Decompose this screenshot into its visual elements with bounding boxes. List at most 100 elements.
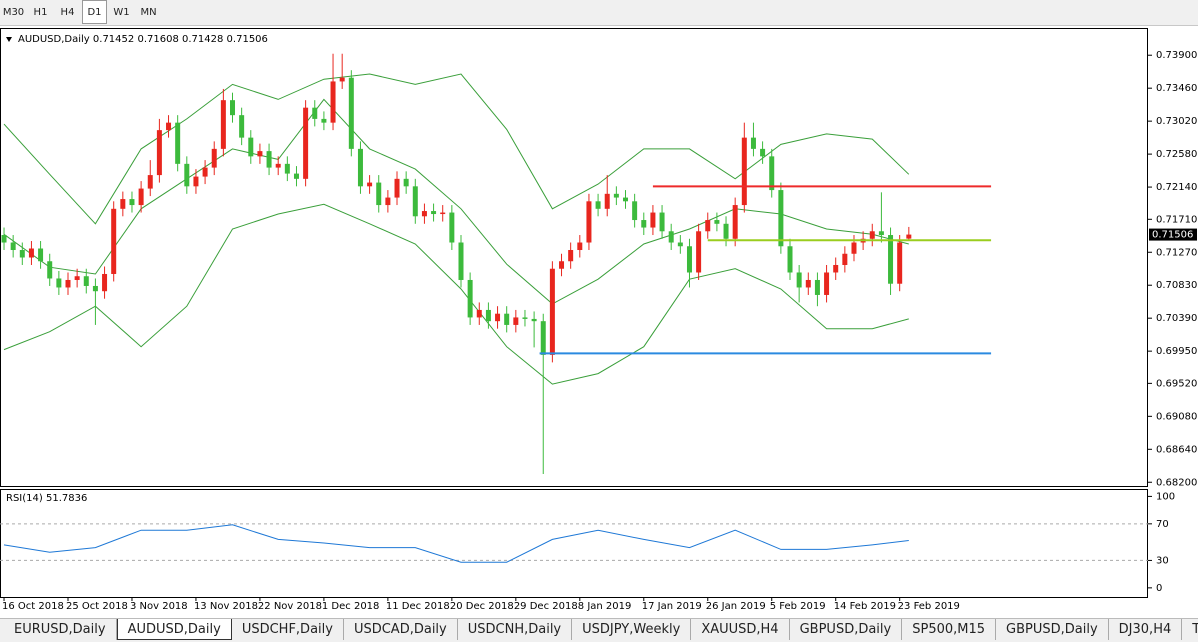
rsi-panel — [0, 489, 1148, 598]
x-tick-label: 1 Dec 2018 — [322, 601, 380, 612]
y-tick-label: 0.68640 — [1156, 444, 1197, 455]
y-tick-label: 0.72140 — [1156, 182, 1197, 193]
candle-body — [814, 279, 820, 295]
chart-tab[interactable]: GBPUSD,Daily — [996, 619, 1109, 640]
candle-body — [385, 197, 391, 206]
x-tick-label: 25 Oct 2018 — [66, 601, 128, 612]
candle-body — [348, 77, 354, 149]
candle-body — [449, 212, 455, 243]
candle-body — [888, 235, 894, 284]
candle-body — [111, 208, 117, 274]
candle-body — [248, 137, 254, 157]
candle-body — [376, 182, 382, 206]
timeframe-button[interactable]: D1 — [82, 0, 107, 24]
candle-body — [138, 188, 144, 206]
chart-tab[interactable]: USDCAD,Daily — [344, 619, 458, 640]
candle-body — [787, 246, 793, 273]
y-tick-label: 0.69080 — [1156, 411, 1197, 422]
rsi-tick-label: 70 — [1156, 519, 1169, 530]
candle-body — [321, 118, 327, 123]
candle-body — [531, 318, 537, 322]
candle-body — [824, 272, 830, 295]
candle-body — [440, 212, 446, 215]
candle-body — [129, 199, 135, 206]
timeframe-button[interactable]: H4 — [60, 6, 75, 18]
chart-tab[interactable]: GBPUSD,Daily — [790, 619, 903, 640]
x-tick-label: 11 Dec 2018 — [386, 601, 450, 612]
candle-body — [202, 167, 208, 177]
chart-tab[interactable]: XAUUSD,H4 — [691, 619, 790, 640]
candle-body — [230, 100, 236, 116]
candle-body — [513, 317, 519, 325]
chart-header: AUDUSD,Daily 0.71452 0.71608 0.71428 0.7… — [18, 34, 268, 45]
x-tick-label: 20 Dec 2018 — [450, 601, 514, 612]
candle-body — [851, 242, 857, 254]
y-tick-label: 0.73020 — [1156, 116, 1197, 127]
candle-body — [476, 309, 482, 318]
candle-body — [778, 190, 784, 247]
bollinger-band — [3, 98, 909, 305]
chart-tab[interactable]: TECH100,H — [1182, 619, 1198, 640]
x-tick-label: 8 Jan 2019 — [578, 601, 632, 612]
candle-body — [805, 279, 811, 288]
main-panel — [0, 28, 1148, 487]
price-marker-label: 0.71506 — [1152, 230, 1193, 241]
candle-body — [74, 276, 80, 280]
y-tick-label: 0.73460 — [1156, 83, 1197, 94]
y-tick-label: 0.73900 — [1156, 50, 1197, 61]
y-tick-label: 0.68200 — [1156, 477, 1197, 488]
candle-body — [613, 193, 619, 198]
candle-body — [312, 107, 318, 119]
candle-body — [504, 313, 510, 325]
candle-body — [65, 279, 71, 288]
x-tick-label: 29 Dec 2018 — [514, 601, 578, 612]
y-tick-label: 0.71270 — [1156, 247, 1197, 258]
candle-body — [796, 272, 802, 288]
candle-body — [193, 176, 199, 187]
timeframe-button[interactable]: W1 — [113, 6, 130, 18]
timeframe-button[interactable]: M30 — [2, 6, 25, 18]
candle-body — [696, 231, 702, 273]
timeframe-button[interactable]: MN — [140, 6, 157, 18]
y-tick-label: 0.69950 — [1156, 346, 1197, 357]
chart: AUDUSD,Daily 0.71452 0.71608 0.71428 0.7… — [0, 28, 1197, 612]
candle-body — [211, 148, 217, 168]
candle-body — [833, 264, 839, 273]
symbol: AUDUSD,Daily — [18, 34, 90, 45]
chart-tab[interactable]: AUDUSD,Daily — [116, 619, 232, 640]
x-tick-label: 5 Feb 2019 — [770, 601, 826, 612]
candle-body — [266, 151, 272, 168]
candle-body — [102, 273, 108, 292]
chart-tab[interactable]: USDCNH,Daily — [458, 619, 573, 640]
chart-tab[interactable]: USDJPY,Weekly — [572, 619, 692, 640]
candle-body — [56, 278, 62, 288]
y-tick-label: 0.71710 — [1156, 214, 1197, 225]
candle-body — [303, 107, 309, 179]
timeframe-button[interactable]: H1 — [33, 6, 48, 18]
candle-body — [842, 253, 848, 265]
chart-tab[interactable]: SP500,M15 — [902, 619, 997, 640]
candle-body — [120, 199, 126, 209]
x-tick-label: 3 Nov 2018 — [130, 601, 188, 612]
candle-body — [421, 211, 427, 217]
chart-tab[interactable]: USDCHF,Daily — [232, 619, 344, 640]
rsi-line — [3, 524, 909, 563]
candle-body — [659, 212, 665, 232]
timeframe-toolbar: M30 H1 H4 D1 W1 MN — [0, 0, 1198, 26]
x-tick-label: 17 Jan 2019 — [642, 601, 702, 612]
chart-tab[interactable]: DJ30,H4 — [1109, 619, 1183, 640]
x-tick-label: 26 Jan 2019 — [706, 601, 766, 612]
candle-body — [458, 242, 464, 280]
candle-body — [568, 250, 574, 262]
candle-body — [705, 220, 711, 232]
candle-body — [339, 77, 345, 82]
candle-body — [19, 250, 25, 258]
candle-body — [357, 148, 363, 187]
candle-body — [293, 173, 299, 179]
rsi-tick-label: 30 — [1156, 555, 1169, 566]
candle-body — [595, 201, 601, 209]
candle-body — [522, 317, 528, 319]
y-tick-label: 0.70830 — [1156, 280, 1197, 291]
chart-tab[interactable]: EURUSD,Daily — [4, 619, 117, 640]
